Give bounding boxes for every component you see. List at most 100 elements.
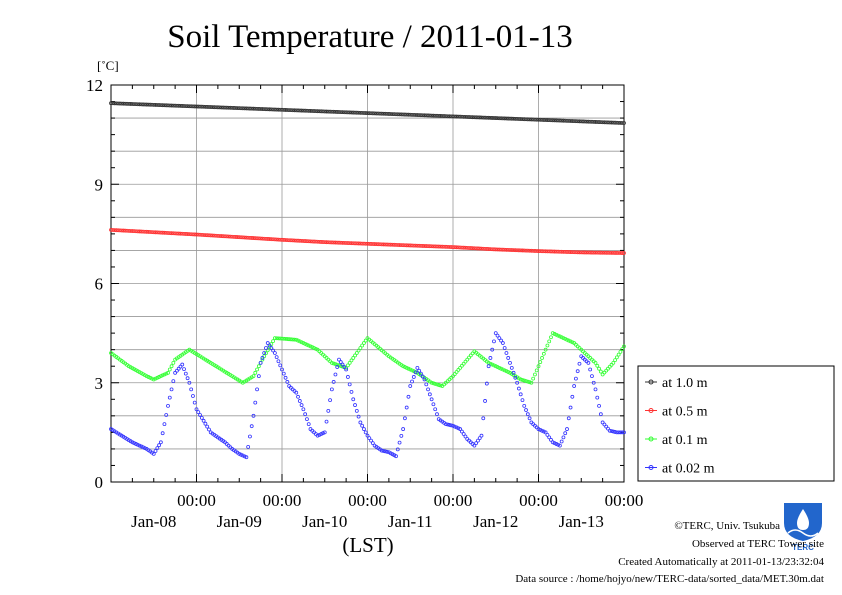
data-point <box>155 230 160 235</box>
data-point <box>256 364 261 369</box>
data-point <box>301 108 306 113</box>
data-point <box>308 239 313 244</box>
data-point <box>541 429 546 434</box>
data-point <box>433 113 438 118</box>
data-point <box>324 419 329 424</box>
data-point <box>533 117 537 122</box>
data-point <box>340 362 345 367</box>
data-point <box>169 231 174 236</box>
data-point <box>269 107 274 112</box>
data-point <box>476 246 480 251</box>
data-point <box>590 374 594 379</box>
data-point <box>344 367 349 372</box>
data-point <box>335 362 340 367</box>
data-point <box>538 249 543 254</box>
data-point <box>499 116 503 121</box>
data-point <box>232 106 236 110</box>
data-point <box>265 348 270 353</box>
data-point <box>196 232 201 237</box>
data-point <box>283 375 288 380</box>
data-point <box>208 105 213 109</box>
data-point <box>251 106 256 111</box>
data-point <box>265 107 270 112</box>
data-point <box>618 251 623 255</box>
data-point <box>479 115 484 120</box>
data-point <box>305 239 309 244</box>
data-point <box>269 346 274 350</box>
data-point <box>169 387 174 392</box>
data-point <box>622 121 626 125</box>
data-point <box>620 251 625 255</box>
data-point <box>297 399 302 403</box>
data-point <box>597 250 601 255</box>
data-point <box>301 341 306 345</box>
data-point <box>249 424 254 429</box>
data-point <box>151 451 156 456</box>
data-point <box>335 110 340 114</box>
data-point <box>132 441 137 446</box>
data-point <box>239 452 243 457</box>
data-point <box>550 440 555 445</box>
data-point <box>394 242 398 247</box>
data-point <box>214 105 218 110</box>
data-point <box>435 382 439 387</box>
data-point <box>340 240 345 245</box>
data-point <box>577 361 582 366</box>
data-point <box>278 237 283 242</box>
data-point <box>347 360 352 365</box>
data-point <box>483 399 487 403</box>
data-point <box>518 248 523 253</box>
data-point <box>351 397 356 402</box>
data-point <box>616 352 621 357</box>
data-point <box>561 118 566 123</box>
data-point <box>285 337 290 341</box>
data-point <box>591 380 596 385</box>
data-point <box>456 245 461 250</box>
data-point <box>333 109 338 114</box>
data-point <box>515 117 520 121</box>
data-point <box>476 115 480 120</box>
data-point <box>169 103 174 108</box>
data-point <box>351 110 356 115</box>
data-point <box>201 104 206 109</box>
data-point <box>354 408 359 413</box>
data-point <box>201 418 206 423</box>
data-point <box>317 432 322 437</box>
data-point <box>420 244 425 248</box>
data-point <box>527 248 532 253</box>
data-point <box>267 345 272 350</box>
data-point <box>620 430 625 435</box>
data-point <box>191 232 195 237</box>
data-point <box>417 368 422 373</box>
data-point <box>443 422 448 427</box>
data-point <box>399 433 404 438</box>
data-point <box>559 118 564 123</box>
data-point <box>370 242 375 246</box>
data-point <box>566 119 571 123</box>
data-point <box>285 108 290 112</box>
data-point <box>465 245 470 250</box>
data-point <box>574 119 578 124</box>
data-point <box>281 336 286 341</box>
data-point <box>329 387 334 392</box>
data-point <box>385 449 389 454</box>
data-point <box>508 248 512 252</box>
data-point <box>329 360 334 365</box>
data-point <box>303 341 308 346</box>
data-point <box>570 250 575 255</box>
data-point <box>575 119 580 124</box>
data-point <box>158 374 163 379</box>
data-point <box>575 369 580 374</box>
data-point <box>499 338 503 343</box>
data-point <box>256 374 261 379</box>
data-point <box>315 433 320 438</box>
data-point <box>258 236 263 241</box>
data-point <box>524 379 528 384</box>
data-point <box>157 375 161 379</box>
data-point <box>331 240 336 245</box>
data-point <box>240 235 245 240</box>
data-point <box>474 246 479 251</box>
data-point <box>486 115 491 120</box>
data-point <box>399 243 404 248</box>
data-point <box>132 229 137 234</box>
